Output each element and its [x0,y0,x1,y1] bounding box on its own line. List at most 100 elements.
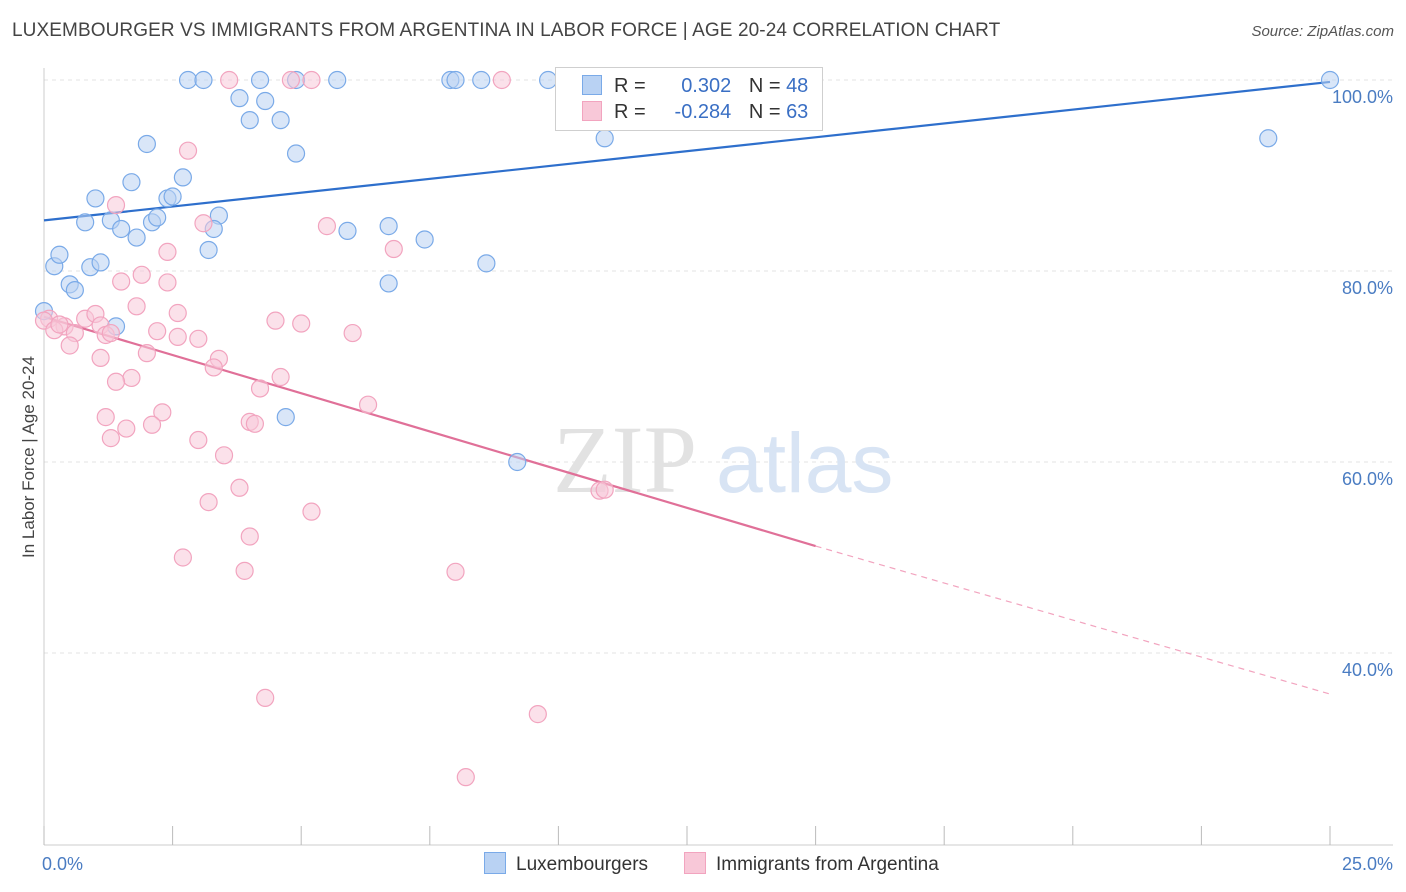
bottom-legend-label: Luxembourgers [516,854,649,875]
point-luxembourgers [122,173,141,192]
point-argentina [168,327,187,346]
point-luxembourgers [1259,129,1278,148]
point-argentina [245,414,265,433]
point-argentina [137,344,156,363]
point-argentina [106,372,126,391]
legend-swatch-blue [582,75,602,95]
point-argentina [528,705,547,724]
point-luxembourgers [256,91,275,111]
chart-title: LUXEMBOURGER VS IMMIGRANTS FROM ARGENTIN… [12,20,1001,41]
point-luxembourgers [91,253,110,272]
point-argentina [153,403,172,422]
bottom-legend-swatch-pink [684,852,706,874]
point-luxembourgers [112,219,131,239]
point-luxembourgers [276,408,295,427]
point-argentina [101,323,120,343]
point-luxembourgers [199,240,218,260]
point-argentina [60,336,79,355]
point-luxembourgers [240,111,259,130]
point-argentina [189,329,208,348]
y-tick-label: 60.0% [1342,469,1393,489]
trend-line-luxembourgers [43,80,1331,222]
point-argentina [358,395,378,414]
trend-line-argentina-extension [815,545,1331,695]
point-argentina [271,367,290,387]
point-luxembourgers [446,70,465,90]
point-luxembourgers [271,111,290,130]
point-luxembourgers [1320,70,1340,90]
point-argentina [446,562,465,581]
legend-n-label: N = [748,101,781,123]
point-argentina [220,70,239,90]
point-argentina [189,430,208,450]
point-argentina [235,561,254,580]
point-luxembourgers [137,134,156,154]
bottom-legend-swatch-blue [484,852,506,874]
point-argentina [106,196,126,215]
point-argentina [204,358,223,377]
watermark: ZIP atlas [553,406,893,513]
point-luxembourgers [163,187,182,206]
point-luxembourgers [250,70,270,90]
trend-line-argentina [43,315,816,548]
point-argentina [158,242,177,261]
point-luxembourgers [148,208,167,227]
point-argentina [302,70,321,90]
bottom-legend-luxembourgers: Luxembourgers [484,852,648,876]
y-tick-label: 80.0% [1342,278,1393,298]
points-layer [34,70,1340,787]
y-tick-label: 40.0% [1342,660,1393,680]
point-argentina [132,265,151,284]
point-luxembourgers [477,254,496,273]
point-luxembourgers [50,245,69,264]
point-argentina [112,272,131,291]
y-tick-label: 100.0% [1332,87,1393,107]
bottom-legend-label: Immigrants from Argentina [716,854,939,875]
point-luxembourgers [194,70,213,90]
legend-r-value: -0.284 [674,101,732,123]
correlation-legend: R = 0.302 N = 48 R = -0.284 N = 63 [555,67,823,131]
point-argentina [91,348,110,368]
point-argentina [230,478,249,497]
x-tick-label: 0.0% [42,854,83,874]
legend-swatch-pink [582,101,602,121]
point-luxembourgers [286,144,306,163]
point-luxembourgers [338,221,357,240]
point-argentina [194,214,213,233]
point-argentina [158,273,177,292]
point-luxembourgers [178,70,198,90]
point-argentina [117,419,136,438]
point-argentina [384,239,403,259]
point-argentina [266,311,285,330]
point-argentina [343,323,362,343]
y-axis-label: In Labor Force | Age 20-24 [19,356,38,558]
point-luxembourgers [472,70,491,90]
point-argentina [148,322,167,341]
point-argentina [256,688,275,707]
point-luxembourgers [127,228,146,247]
legend-n-value: 63 [786,101,809,123]
tick-layer: 40.0% 60.0% 80.0% 100.0% 0.0% 25.0% [42,87,1393,874]
point-argentina [101,429,120,448]
legend-r-value: 0.302 [681,75,732,97]
axis-layer [43,68,1393,846]
point-argentina [127,297,146,316]
legend-row-argentina: R = -0.284 N = 63 [582,101,808,127]
point-luxembourgers [76,213,95,232]
x-tick-label: 25.0% [1342,854,1393,874]
point-argentina [240,527,259,546]
point-argentina [250,379,270,398]
point-argentina [199,493,218,512]
point-argentina [173,548,192,567]
point-luxembourgers [415,230,434,249]
legend-row-luxembourgers: R = 0.302 N = 48 [582,75,808,101]
point-luxembourgers [379,217,398,236]
point-argentina [281,70,301,90]
point-argentina [492,70,511,90]
point-argentina [317,217,337,236]
point-argentina [302,502,321,521]
point-argentina [178,141,198,160]
point-argentina [96,408,115,427]
legend-n-label: N = [748,75,781,97]
legend-r-label: R = [614,75,646,97]
